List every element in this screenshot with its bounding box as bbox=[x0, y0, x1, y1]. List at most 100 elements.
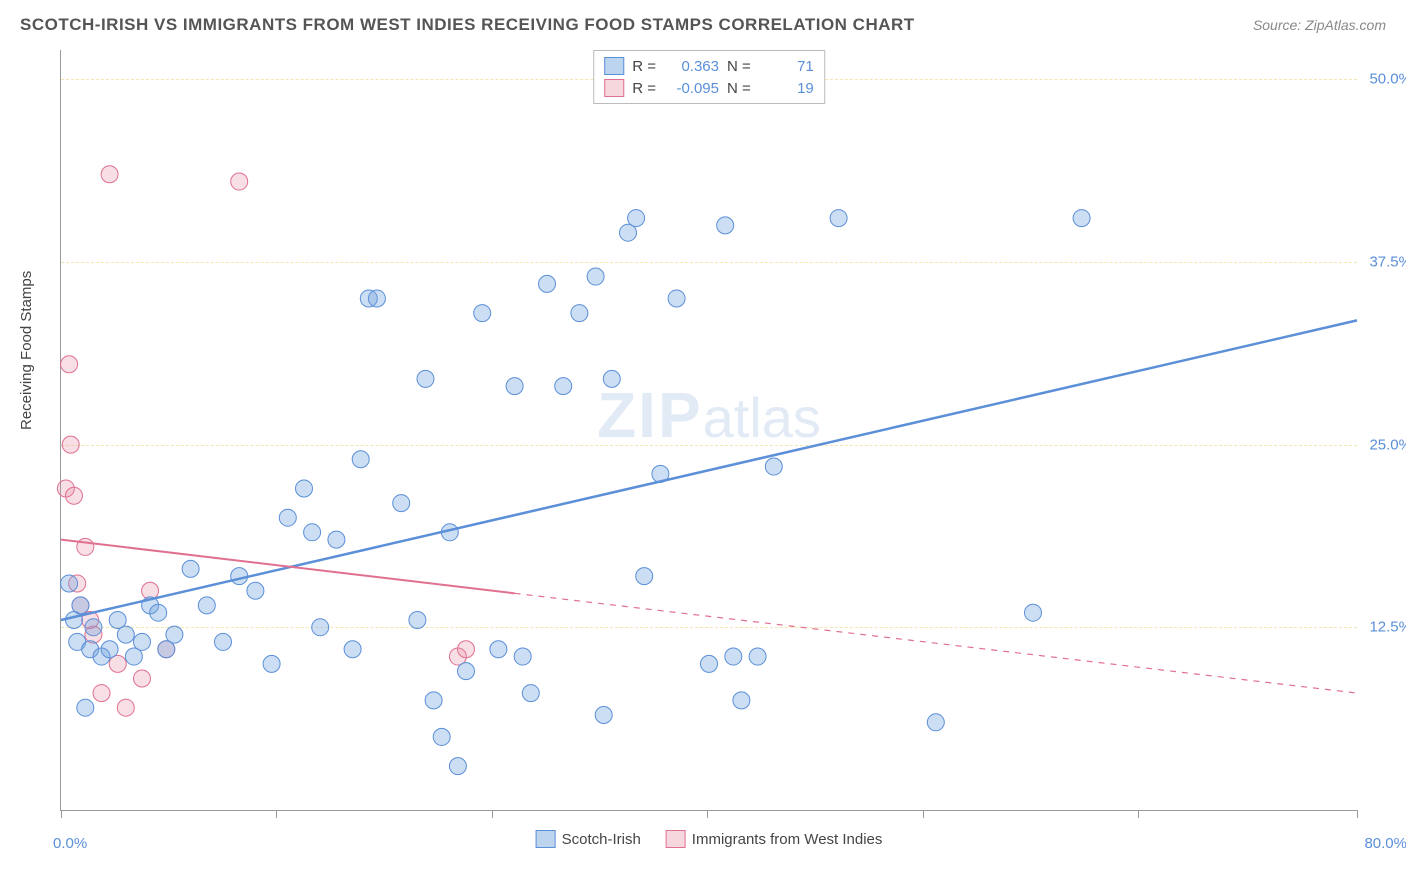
scatter-point bbox=[409, 612, 426, 629]
scatter-point bbox=[117, 626, 134, 643]
scatter-point bbox=[514, 648, 531, 665]
scatter-point bbox=[182, 560, 199, 577]
x-tick bbox=[276, 810, 277, 818]
scatter-point bbox=[134, 633, 151, 650]
x-tick bbox=[707, 810, 708, 818]
scatter-point bbox=[279, 509, 296, 526]
x-tick bbox=[1138, 810, 1139, 818]
scatter-point bbox=[296, 480, 313, 497]
scatter-point bbox=[117, 699, 134, 716]
n-label: N = bbox=[727, 80, 751, 97]
scatter-point bbox=[668, 290, 685, 307]
scatter-point bbox=[628, 210, 645, 227]
r-value-pink: -0.095 bbox=[664, 80, 719, 97]
x-tick bbox=[1357, 810, 1358, 818]
scatter-point bbox=[571, 305, 588, 322]
scatter-point bbox=[595, 707, 612, 724]
x-tick-min: 0.0% bbox=[53, 835, 87, 852]
scatter-point bbox=[393, 495, 410, 512]
scatter-point bbox=[65, 487, 82, 504]
scatter-point bbox=[425, 692, 442, 709]
y-tick-label: 50.0% bbox=[1369, 71, 1406, 88]
trend-line-solid bbox=[61, 540, 515, 594]
scatter-point bbox=[72, 597, 89, 614]
scatter-point bbox=[263, 655, 280, 672]
scatter-point bbox=[474, 305, 491, 322]
legend-row-blue: R = 0.363 N = 71 bbox=[604, 55, 814, 77]
correlation-legend: R = 0.363 N = 71 R = -0.095 N = 19 bbox=[593, 50, 825, 104]
trend-line-solid bbox=[61, 320, 1357, 620]
scatter-point bbox=[555, 378, 572, 395]
scatter-point bbox=[539, 275, 556, 292]
scatter-point bbox=[328, 531, 345, 548]
scatter-point bbox=[134, 670, 151, 687]
y-tick-label: 25.0% bbox=[1369, 436, 1406, 453]
scatter-point bbox=[101, 641, 118, 658]
y-tick-label: 37.5% bbox=[1369, 253, 1406, 270]
scatter-point bbox=[830, 210, 847, 227]
legend-item-scotch-irish: Scotch-Irish bbox=[536, 830, 641, 848]
n-value-pink: 19 bbox=[759, 80, 814, 97]
scatter-point bbox=[1073, 210, 1090, 227]
scatter-point bbox=[198, 597, 215, 614]
scatter-point bbox=[166, 626, 183, 643]
swatch-blue bbox=[604, 57, 624, 75]
scatter-point bbox=[77, 699, 94, 716]
scatter-point bbox=[61, 575, 78, 592]
scatter-point bbox=[733, 692, 750, 709]
scatter-point bbox=[150, 604, 167, 621]
scatter-point bbox=[1025, 604, 1042, 621]
scatter-point bbox=[62, 436, 79, 453]
y-axis-label: Receiving Food Stamps bbox=[18, 271, 35, 430]
scatter-point bbox=[101, 166, 118, 183]
scatter-point bbox=[247, 582, 264, 599]
scatter-plot-svg bbox=[61, 50, 1357, 810]
scatter-point bbox=[61, 356, 78, 373]
chart-title: SCOTCH-IRISH VS IMMIGRANTS FROM WEST IND… bbox=[20, 15, 915, 35]
legend-label-scotch-irish: Scotch-Irish bbox=[562, 831, 641, 848]
swatch-pink bbox=[666, 830, 686, 848]
swatch-blue bbox=[536, 830, 556, 848]
scatter-point bbox=[717, 217, 734, 234]
scatter-point bbox=[522, 685, 539, 702]
x-tick-max: 80.0% bbox=[1364, 835, 1406, 852]
scatter-point bbox=[344, 641, 361, 658]
scatter-point bbox=[417, 370, 434, 387]
n-value-blue: 71 bbox=[759, 58, 814, 75]
swatch-pink bbox=[604, 79, 624, 97]
n-label: N = bbox=[727, 58, 751, 75]
r-label: R = bbox=[632, 58, 656, 75]
x-tick bbox=[61, 810, 62, 818]
scatter-point bbox=[587, 268, 604, 285]
series-legend: Scotch-Irish Immigrants from West Indies bbox=[536, 830, 883, 848]
scatter-point bbox=[927, 714, 944, 731]
scatter-point bbox=[506, 378, 523, 395]
scatter-point bbox=[231, 173, 248, 190]
scatter-point bbox=[433, 728, 450, 745]
scatter-point bbox=[312, 619, 329, 636]
scatter-point bbox=[458, 663, 475, 680]
chart-source: Source: ZipAtlas.com bbox=[1253, 17, 1386, 33]
scatter-point bbox=[458, 641, 475, 658]
y-tick-label: 12.5% bbox=[1369, 619, 1406, 636]
scatter-point bbox=[85, 619, 102, 636]
scatter-point bbox=[701, 655, 718, 672]
x-tick bbox=[923, 810, 924, 818]
chart-header: SCOTCH-IRISH VS IMMIGRANTS FROM WEST IND… bbox=[20, 15, 1386, 35]
x-tick bbox=[492, 810, 493, 818]
scatter-point bbox=[215, 633, 232, 650]
legend-label-west-indies: Immigrants from West Indies bbox=[692, 831, 883, 848]
scatter-point bbox=[93, 685, 110, 702]
scatter-point bbox=[352, 451, 369, 468]
scatter-point bbox=[636, 568, 653, 585]
scatter-point bbox=[368, 290, 385, 307]
r-label: R = bbox=[632, 80, 656, 97]
scatter-point bbox=[603, 370, 620, 387]
chart-plot-area: ZIPatlas 12.5%25.0%37.5%50.0% R = 0.363 … bbox=[60, 50, 1357, 811]
scatter-point bbox=[765, 458, 782, 475]
scatter-point bbox=[725, 648, 742, 665]
scatter-point bbox=[490, 641, 507, 658]
r-value-blue: 0.363 bbox=[664, 58, 719, 75]
scatter-point bbox=[749, 648, 766, 665]
scatter-point bbox=[304, 524, 321, 541]
